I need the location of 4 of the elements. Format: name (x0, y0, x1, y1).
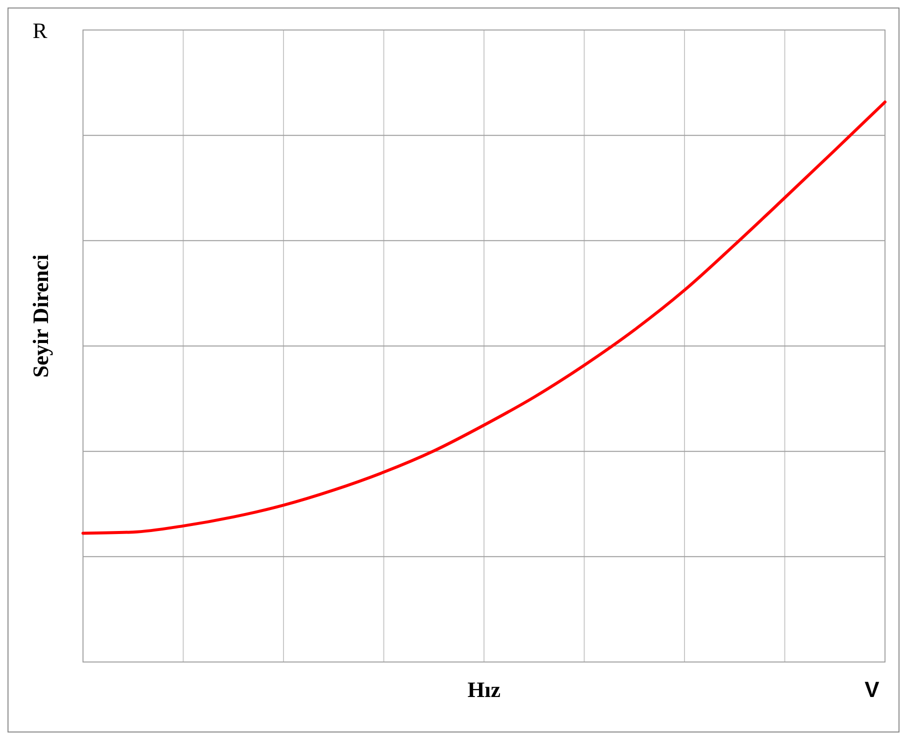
y-axis-title: Seyir Direnci (28, 254, 53, 378)
text: R (32, 18, 48, 43)
text: V (864, 677, 880, 702)
x-axis-title: Hız (468, 677, 501, 702)
